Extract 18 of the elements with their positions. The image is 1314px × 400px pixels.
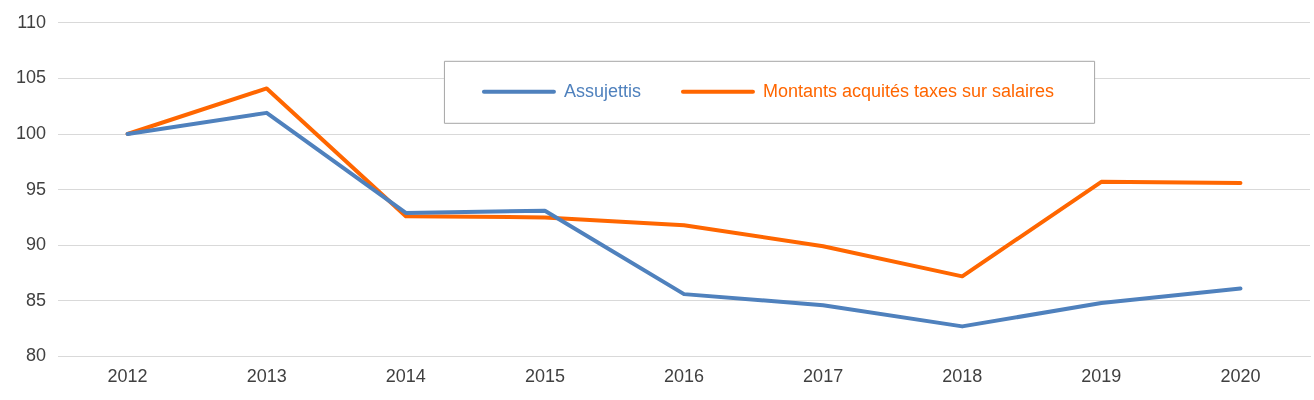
x-tick-label: 2020 — [1220, 366, 1261, 387]
x-tick-label: 2015 — [524, 366, 565, 387]
x-tick-label: 2013 — [246, 366, 287, 387]
y-tick-label: 100 — [15, 122, 47, 143]
x-tick-label: 2018 — [942, 366, 983, 387]
y-tick-label: 80 — [26, 345, 47, 366]
y-tick-label: 105 — [15, 67, 47, 88]
x-tick-label: 2019 — [1081, 366, 1122, 387]
x-tick-label: 2016 — [663, 366, 705, 387]
y-tick-label: 95 — [26, 178, 47, 199]
y-tick-label: 110 — [17, 11, 47, 32]
x-tick-label: 2017 — [803, 366, 844, 387]
y-tick-label: 85 — [26, 289, 47, 310]
y-tick-label: 90 — [26, 234, 47, 255]
legend-label: Assujettis — [563, 80, 641, 101]
x-tick-label: 2012 — [107, 366, 148, 387]
legend-label: Montants acquités taxes sur salaires — [762, 80, 1055, 101]
x-tick-label: 2014 — [385, 366, 426, 387]
